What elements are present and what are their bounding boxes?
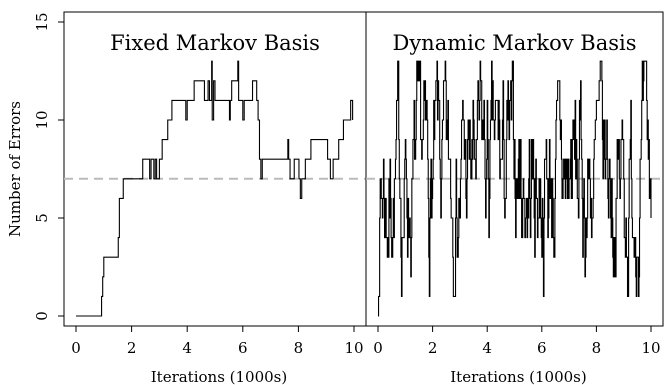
- y-tick-label: 10: [33, 110, 51, 129]
- x-tick-label: 2: [428, 339, 438, 357]
- x-tick-label: 0: [71, 339, 81, 357]
- series-line-1-0: [378, 60, 652, 317]
- x-tick-label: 6: [238, 339, 248, 357]
- x-tick-label: 10: [344, 339, 363, 357]
- series-line-0-0: [76, 60, 354, 317]
- x-tick-label: 4: [182, 339, 192, 357]
- x-tick-label: 8: [592, 339, 602, 357]
- x-tick-label: 2: [127, 339, 137, 357]
- x-axis-label: Iterations (1000s): [450, 368, 587, 385]
- plot-frame: [365, 11, 664, 327]
- panel-title: Fixed Markov Basis: [110, 31, 320, 55]
- x-axis-label: Iterations (1000s): [151, 368, 288, 385]
- y-axis-label: Number of Errors: [6, 101, 24, 237]
- x-tick-label: 6: [537, 339, 547, 357]
- y-tick-label: 0: [33, 311, 51, 321]
- panel-title: Dynamic Markov Basis: [392, 31, 636, 55]
- x-tick-label: 0: [373, 339, 383, 357]
- x-tick-label: 10: [641, 339, 660, 357]
- plot-frame: [63, 11, 367, 327]
- x-tick-label: 4: [482, 339, 492, 357]
- y-tick-label: 5: [33, 213, 51, 223]
- y-tick-label: 15: [33, 12, 51, 31]
- x-tick-label: 8: [294, 339, 304, 357]
